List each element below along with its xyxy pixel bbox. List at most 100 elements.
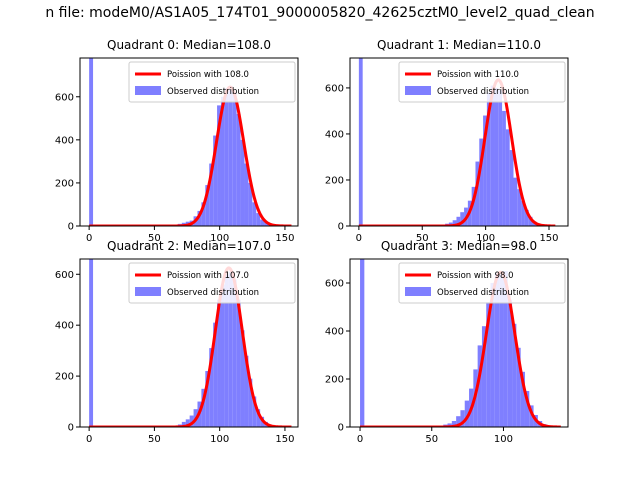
legend-label-observed: Observed distribution: [437, 288, 529, 298]
histogram-bar: [209, 348, 214, 427]
poisson-fit-line: [88, 266, 293, 427]
x-tick-label: 100: [210, 434, 229, 445]
legend-label-fit: Poission with 110.0: [437, 70, 519, 80]
histogram-bar: [498, 90, 503, 226]
histogram-bar: [486, 302, 491, 427]
plot-area: [88, 58, 293, 226]
histogram-bar: [460, 410, 465, 427]
histogram-bar: [205, 371, 210, 427]
histogram-bar: [490, 283, 495, 427]
histogram-bar: [260, 219, 265, 226]
histogram-bar: [452, 220, 457, 226]
y-tick-label: 600: [325, 83, 344, 94]
x-tick-label: 100: [494, 434, 513, 445]
legend-label-observed: Observed distribution: [167, 288, 259, 298]
legend-label-fit: Poission with 98.0: [437, 271, 514, 281]
zero-count-bar: [358, 58, 363, 226]
histogram-bar: [244, 355, 249, 427]
legend: Poission with 98.0 Observed distribution: [398, 262, 566, 304]
y-tick-label: 200: [325, 175, 344, 186]
figure-suptitle: n file: modeM0/AS1A05_174T01_9000005820_…: [45, 5, 594, 21]
histogram-bar: [248, 182, 253, 226]
histogram-bar: [475, 161, 480, 226]
histogram-bar: [512, 323, 517, 427]
histogram-bar: [451, 421, 457, 427]
plot-area: [88, 259, 293, 427]
histogram-bar: [228, 86, 233, 226]
x-tick-label: 50: [148, 434, 161, 445]
x-tick-label: 150: [275, 233, 294, 244]
subplot-2: 0 50 100 150 0 200 400 600 Quadrant 2: Median=10…: [55, 239, 299, 445]
histogram-bar: [220, 284, 225, 427]
histogram-bar: [236, 114, 241, 226]
histogram-bar: [502, 110, 506, 226]
x-tick-label: 150: [275, 434, 294, 445]
y-tick-label: 0: [338, 222, 344, 233]
histogram-bar: [524, 391, 530, 427]
x-tick-label: 100: [210, 233, 229, 244]
axes-frame: [79, 258, 299, 428]
histogram-bar: [477, 345, 482, 427]
x-tick-label: 0: [86, 434, 92, 445]
legend-bar-swatch: [405, 287, 431, 296]
histogram-bar: [471, 186, 476, 226]
subplot-title: Quadrant 3: Median=98.0: [381, 239, 537, 253]
histogram-bar: [456, 416, 461, 427]
y-tick-label: 200: [325, 375, 344, 386]
y-tick-label: 600: [55, 92, 74, 103]
histogram-bar: [490, 85, 495, 226]
legend-label-fit: Poission with 107.0: [167, 271, 249, 281]
histogram-bar: [499, 273, 504, 427]
x-tick-label: 50: [416, 233, 429, 244]
legend-label-fit: Poission with 108.0: [167, 70, 249, 80]
histogram-bar: [479, 138, 484, 226]
histogram-bar: [464, 400, 470, 427]
legend-box: [128, 61, 296, 103]
histogram-bar: [240, 330, 245, 427]
legend-bar-swatch: [135, 86, 161, 95]
y-tick-label: 400: [55, 321, 74, 332]
histogram-bar: [201, 202, 206, 226]
legend-bar-swatch: [135, 287, 161, 296]
histogram-bar: [503, 271, 508, 427]
histogram-bar: [505, 129, 510, 226]
histogram-bar: [205, 185, 210, 226]
histogram-bar: [456, 216, 461, 226]
legend-label-observed: Observed distribution: [437, 87, 529, 97]
histogram-bar: [481, 326, 487, 427]
x-tick-label: 0: [356, 233, 362, 244]
histogram-bar: [252, 396, 257, 427]
subplot-grid: 0 50 100 150 0 200 400 600 Quadrant 0: Median=10…: [55, 38, 569, 445]
legend-box: [398, 61, 566, 103]
legend-bar-swatch: [405, 86, 431, 95]
histogram-bar: [256, 409, 261, 427]
y-tick-label: 200: [55, 178, 74, 189]
poisson-fit-line: [88, 85, 293, 226]
histogram-bar: [220, 96, 225, 226]
histogram-bar: [517, 189, 522, 226]
y-tick-label: 0: [68, 423, 74, 434]
histogram-bar: [224, 274, 229, 427]
zero-count-bar: [89, 58, 94, 226]
histogram-bar: [486, 92, 491, 226]
histogram-bar: [217, 299, 221, 427]
plot-area: [358, 58, 557, 226]
histogram-bar: [209, 163, 214, 226]
histogram-bar: [521, 200, 525, 226]
histogram-bar: [460, 212, 465, 226]
x-tick-label: 50: [148, 233, 161, 244]
y-tick-label: 600: [55, 270, 74, 281]
histogram-bar: [213, 135, 218, 226]
axes-frame: [349, 258, 569, 428]
histogram-bar: [528, 216, 533, 226]
subplot-3: 0 50 100 0 200 400 600 Quadrant 3: Median=98.0 P…: [325, 239, 569, 445]
zero-count-bar: [360, 259, 365, 427]
histogram-bar: [513, 177, 518, 226]
histogram-bar: [232, 279, 237, 427]
histogram-bar: [524, 209, 529, 226]
x-tick-label: 100: [476, 233, 495, 244]
histogram-bar: [507, 299, 513, 427]
histogram-bar: [197, 210, 202, 226]
axes-frame: [349, 57, 569, 227]
